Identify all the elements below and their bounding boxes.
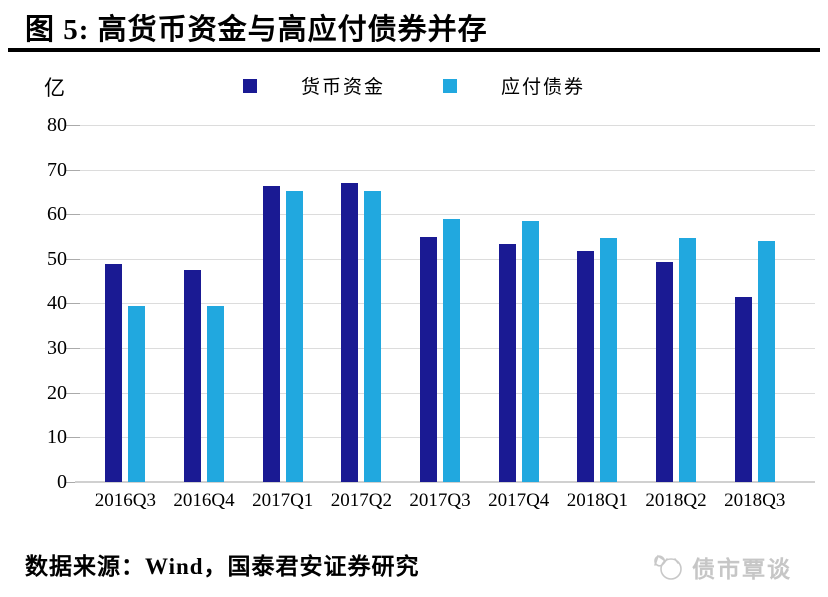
legend-item-0: 货币资金 — [242, 72, 385, 99]
bar-group-2016q4: 2016Q4 — [165, 125, 244, 511]
axis-tick — [66, 482, 80, 483]
x-axis-label: 2016Q3 — [94, 490, 156, 511]
bar-group-2018q2: 2018Q2 — [637, 125, 716, 511]
axis-tick — [66, 348, 80, 349]
bar-pair — [86, 264, 165, 482]
x-axis-line — [75, 481, 815, 483]
gridline — [75, 214, 815, 215]
bar-pair — [715, 241, 794, 482]
x-axis-label: 2018Q1 — [566, 490, 628, 511]
plot-area: 0 10 20 30 40 50 60 70 80 2016Q3 2016Q4 2017Q1 2017Q… — [47, 114, 815, 511]
bar-group-2016q3: 2016Q3 — [86, 125, 165, 511]
axis-tick — [66, 437, 80, 438]
y-axis-label: 80 — [47, 114, 67, 136]
x-axis-label: 2017Q4 — [488, 490, 550, 511]
y-axis-label: 20 — [47, 382, 67, 404]
axis-tick — [66, 393, 80, 394]
axis-tick — [66, 259, 80, 260]
bar — [285, 191, 303, 482]
legend-label: 货币资金 — [300, 77, 385, 98]
bar-group-2017q3: 2017Q3 — [401, 125, 480, 511]
x-axis-label: 2017Q1 — [252, 490, 314, 511]
bar — [184, 270, 201, 482]
x-axis-label: 2017Q2 — [330, 490, 392, 511]
chart-legend: 货币资金 应付债券 — [0, 72, 828, 99]
y-axis-label: 70 — [47, 159, 67, 181]
x-axis-label: 2017Q3 — [409, 490, 471, 511]
legend-item-1: 应付债券 — [443, 72, 585, 99]
x-axis-label: 2018Q3 — [724, 490, 786, 511]
watermark-text: 债市覃谈 — [692, 557, 792, 582]
bar-group-2017q1: 2017Q1 — [243, 125, 322, 511]
y-axis-label: 40 — [47, 292, 67, 314]
bar-pair — [558, 238, 637, 482]
bar — [600, 238, 618, 482]
bar — [341, 183, 359, 482]
y-axis-label: 30 — [47, 337, 67, 359]
bar-pair — [243, 186, 322, 482]
bar-group-2018q1: 2018Q1 — [558, 125, 637, 511]
axis-tick — [66, 125, 80, 126]
watermark-logo-icon — [654, 554, 682, 580]
bar — [498, 244, 516, 482]
bar-pair — [322, 183, 401, 482]
bar — [757, 241, 775, 482]
legend-swatch — [242, 78, 257, 93]
bar — [105, 264, 123, 482]
bar-pair — [479, 221, 558, 482]
x-axis-label: 2018Q2 — [645, 490, 707, 511]
bar-group-2017q2: 2017Q2 — [322, 125, 401, 511]
bar — [521, 221, 539, 482]
bar — [128, 306, 146, 482]
bar — [364, 191, 382, 482]
bar — [262, 186, 280, 482]
y-axis-label: 10 — [47, 426, 67, 448]
watermark: 债市覃谈 — [652, 550, 792, 584]
data-source: 数据来源：Wind，国泰君安证券研究 — [25, 554, 420, 579]
legend-label: 应付债券 — [501, 77, 586, 98]
legend-swatch — [443, 78, 457, 93]
bar-pair — [637, 238, 716, 482]
bar-groups: 2016Q3 2016Q4 2017Q1 2017Q2 2017Q3 2017Q4 2018… — [86, 125, 794, 511]
y-axis-label: 0 — [57, 471, 67, 493]
bar-group-2017q4: 2017Q4 — [479, 125, 558, 511]
y-axis-unit-label: 亿 — [44, 76, 65, 100]
axis-tick — [66, 303, 80, 304]
bar-pair — [401, 219, 480, 482]
bar — [577, 251, 595, 482]
bar-pair — [165, 270, 244, 482]
bar — [207, 306, 224, 482]
gridline — [75, 125, 815, 126]
bar-group-2018q3: 2018Q3 — [715, 125, 794, 511]
bar — [679, 238, 697, 482]
axis-tick — [66, 214, 80, 215]
axis-tick — [66, 170, 80, 171]
bar — [734, 297, 752, 482]
bar — [420, 237, 438, 482]
figure-title: 图 5: 高货币资金与高应付债券并存 — [25, 14, 488, 46]
gridline — [75, 170, 815, 171]
x-axis-label: 2016Q4 — [173, 490, 235, 511]
bar — [443, 219, 461, 482]
bar — [656, 262, 674, 482]
y-axis-label: 50 — [47, 248, 67, 270]
y-axis-label: 60 — [47, 203, 67, 225]
title-divider — [8, 48, 820, 52]
